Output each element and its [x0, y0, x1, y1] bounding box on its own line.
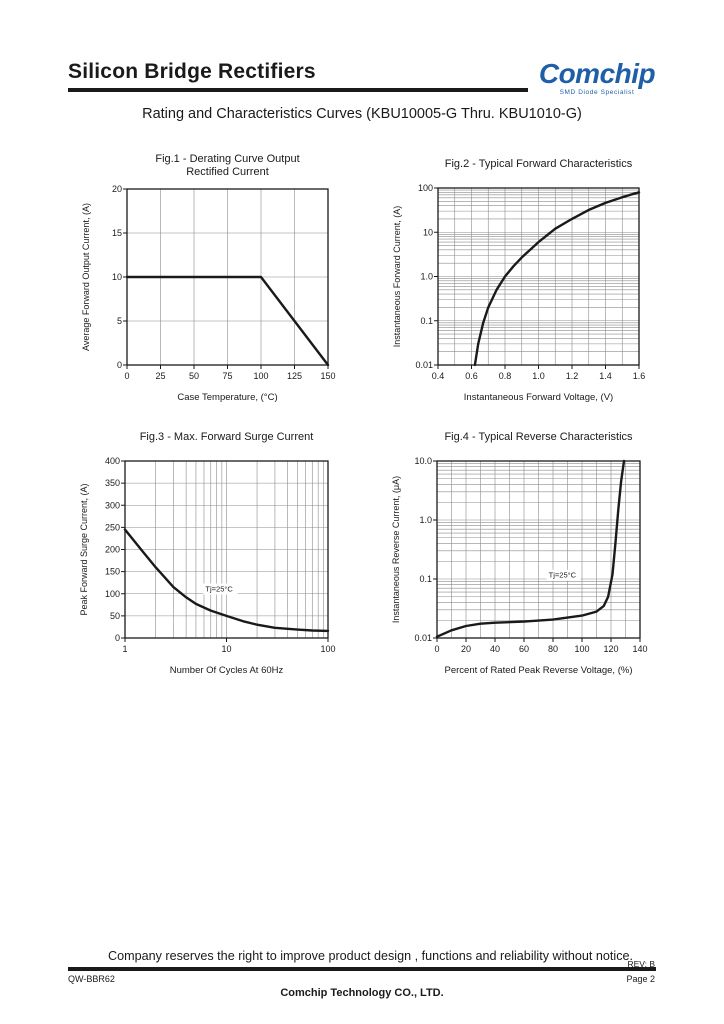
fig2-y-axis-label: Instantaneous Forward Current, (A) — [392, 206, 402, 348]
page-subtitle: Rating and Characteristics Curves (KBU10… — [142, 106, 582, 122]
fig2-series-line — [473, 191, 641, 367]
fig2-x-tick-label: 1.6 — [633, 371, 646, 381]
fig2-x-tick-label: 0.8 — [499, 371, 512, 381]
fig4-x-tick-label: 0 — [434, 644, 439, 654]
fig2-x-axis-label: Instantaneous Forward Voltage, (V) — [464, 392, 613, 403]
fig1-y-tick-label: 20 — [112, 184, 122, 194]
fig4-x-tick-label: 80 — [548, 644, 558, 654]
fig3-y-tick-label: 150 — [105, 567, 120, 577]
fig1-y-tick-label: 15 — [112, 228, 122, 238]
fig4-title: Fig.4 - Typical Reverse Characteristics — [444, 431, 633, 443]
fig1-x-tick-label: 100 — [253, 371, 268, 381]
comchip-logo: Comchip SMD Diode Specialist — [539, 58, 656, 96]
fig1-series-line — [125, 275, 330, 367]
fig4-x-tick-label: 60 — [519, 644, 529, 654]
fig3-y-tick-label: 400 — [105, 456, 120, 466]
fig4-y-axis-label: Instantaneous Reverse Current, (μA) — [391, 476, 401, 623]
header-rule — [68, 88, 528, 92]
fig2-x-tick-label: 1.4 — [599, 371, 612, 381]
fig3-annotation: Tj=25°C — [205, 585, 233, 594]
fig3-y-tick-label: 100 — [105, 589, 120, 599]
footer-doc-code: QW-BBR62 — [68, 974, 115, 984]
fig1-y-tick-label: 0 — [117, 360, 122, 370]
logo-tagline: SMD Diode Specialist — [560, 89, 635, 96]
footer-page-number: Page 2 — [626, 974, 655, 984]
fig2-x-tick-label: 0.4 — [432, 371, 445, 381]
fig3-x-tick-label: 1 — [122, 644, 127, 654]
footer-company: Comchip Technology CO., LTD. — [280, 987, 444, 999]
fig2-y-tick-label: 0.1 — [420, 316, 433, 326]
fig4-series-line — [435, 459, 626, 638]
fig4-x-tick-label: 100 — [574, 644, 589, 654]
fig4-y-tick-label: 1.0 — [419, 515, 432, 525]
fig4-y-tick-label: 10.0 — [414, 456, 432, 466]
fig3-title: Fig.3 - Max. Forward Surge Current — [140, 431, 314, 443]
fig2-y-tick-label: 100 — [418, 183, 433, 193]
fig4-annotation: Tj=25°C — [549, 571, 577, 580]
fig1-title: Fig.1 - Derating Curve Output — [155, 153, 299, 165]
footer-notice: Company reserves the right to improve pr… — [108, 949, 634, 963]
fig1-x-tick-label: 0 — [124, 371, 129, 381]
fig3-x-tick-label: 10 — [221, 644, 231, 654]
fig2-y-tick-label: 1.0 — [420, 272, 433, 282]
fig3-annotation-bg — [203, 583, 238, 595]
fig4-x-tick-label: 140 — [632, 644, 647, 654]
footer-rev: REV: B — [627, 959, 655, 969]
fig4-x-tick-label: 120 — [603, 644, 618, 654]
footer-rule — [68, 967, 656, 971]
fig4-y-tick-label: 0.01 — [414, 633, 432, 643]
fig4-x-axis-label: Percent of Rated Peak Reverse Voltage, (… — [445, 665, 633, 676]
fig4-y-tick-label: 0.1 — [419, 574, 432, 584]
fig3-y-tick-label: 50 — [110, 611, 120, 621]
fig1-x-tick-label: 25 — [155, 371, 165, 381]
fig2-title: Fig.2 - Typical Forward Characteristics — [445, 158, 633, 170]
fig3-y-tick-label: 300 — [105, 500, 120, 510]
fig4-annotation-bg — [546, 569, 581, 581]
logo-name: Comchip — [539, 58, 656, 89]
fig1-x-tick-label: 50 — [189, 371, 199, 381]
fig4-x-tick-label: 20 — [461, 644, 471, 654]
fig4-plot-frame — [436, 460, 641, 639]
fig1-x-axis-label: Case Temperature, (°C) — [177, 392, 277, 403]
fig3-x-axis-label: Number Of Cycles At 60Hz — [170, 665, 284, 676]
fig3-y-tick-label: 200 — [105, 545, 120, 555]
fig3-y-tick-label: 250 — [105, 522, 120, 532]
fig3-y-tick-label: 350 — [105, 478, 120, 488]
fig3-y-tick-label: 0 — [115, 633, 120, 643]
fig3-series-line — [123, 528, 330, 633]
fig2-y-tick-label: 10 — [423, 227, 433, 237]
fig2-y-tick-label: 0.01 — [415, 360, 433, 370]
fig1-title-line2: Rectified Current — [186, 166, 269, 178]
fig1-x-tick-label: 150 — [320, 371, 335, 381]
fig2-x-tick-label: 0.6 — [465, 371, 478, 381]
fig3-x-tick-label: 100 — [320, 644, 335, 654]
fig3-y-axis-label: Peak Forward Surge Current, (A) — [79, 483, 89, 615]
fig1-y-axis-label: Average Forward Output Current, (A) — [81, 203, 91, 351]
fig1-x-tick-label: 125 — [287, 371, 302, 381]
page-title: Silicon Bridge Rectifiers — [68, 60, 316, 83]
fig2-x-tick-label: 1.0 — [532, 371, 545, 381]
fig1-x-tick-label: 75 — [222, 371, 232, 381]
fig4-x-tick-label: 40 — [490, 644, 500, 654]
fig1-y-tick-label: 10 — [112, 272, 122, 282]
fig2-x-tick-label: 1.2 — [566, 371, 579, 381]
fig1-y-tick-label: 5 — [117, 316, 122, 326]
